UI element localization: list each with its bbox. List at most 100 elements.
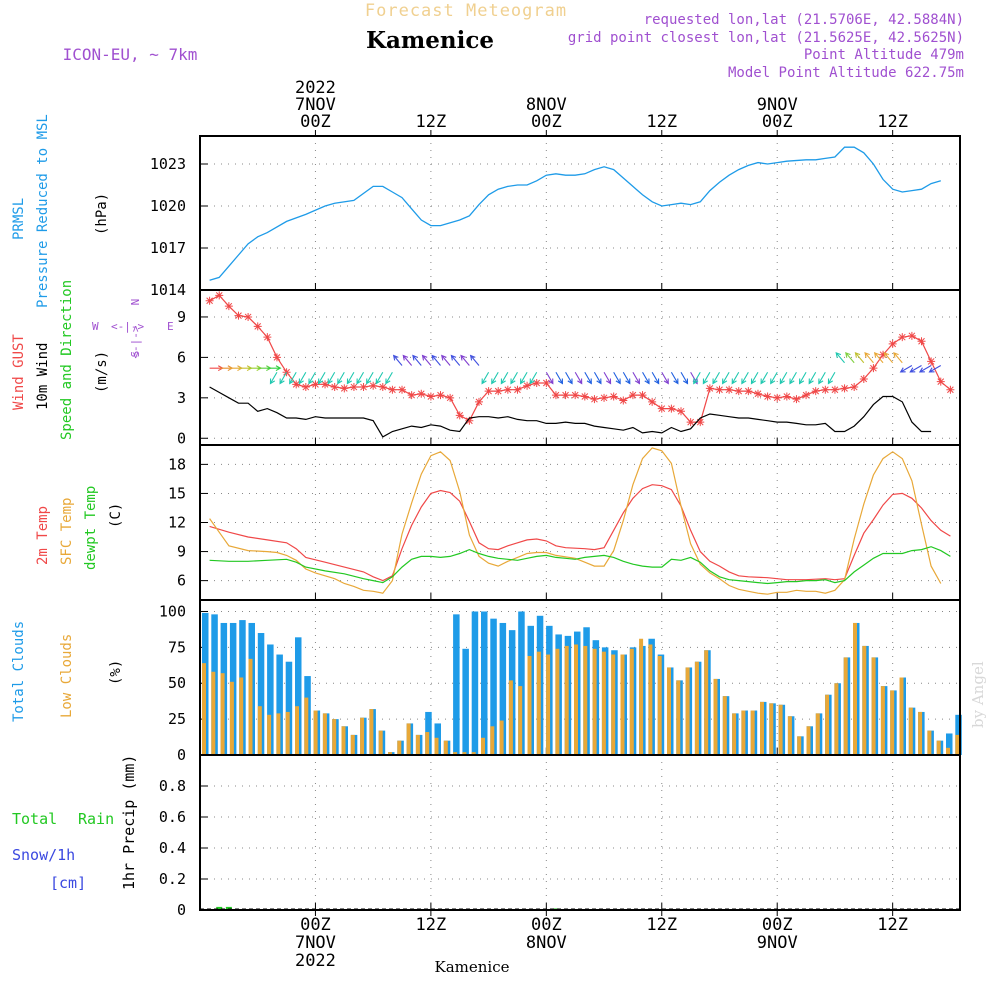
gust-point (484, 387, 493, 396)
wind-arrow (308, 371, 316, 385)
wind-arrow (760, 371, 769, 385)
wind-arrow (899, 365, 913, 373)
bar-low-clouds (927, 730, 932, 755)
wind-arrow (421, 354, 432, 366)
bar-total-clouds (285, 661, 293, 755)
bar-low-clouds (946, 747, 950, 755)
y-tick-label: 6 (177, 348, 186, 366)
bar-low-clouds (694, 661, 699, 755)
wind-unit: (m/s) (94, 351, 110, 393)
bar-total-clouds (499, 622, 507, 755)
gust-point (224, 302, 233, 311)
bar-low-clouds (722, 696, 727, 755)
y-tick-label: 0.2 (159, 870, 186, 888)
bottom-tick-date: 7NOV (295, 933, 336, 953)
gust-point (330, 383, 339, 392)
bar-low-clouds (388, 752, 392, 755)
bar-precip (216, 906, 223, 910)
gust-point (830, 385, 839, 394)
y-tick-label: 12 (168, 514, 186, 532)
wind-arrow (845, 351, 855, 364)
wind-arrow (712, 371, 720, 385)
gust-label: Wind GUST (11, 334, 27, 410)
wind-labels: Wind GUST 10m Wind Speed and Direction (… (11, 280, 110, 440)
bar-low-clouds (239, 677, 244, 755)
y-tick-label: 3 (177, 389, 186, 407)
bar-total-clouds (481, 611, 488, 755)
panel-4: 0 0.2 0.4 0.6 0.8 (159, 754, 961, 919)
cloud-unit: (%) (108, 660, 124, 685)
y-tick-label: 1020 (150, 197, 186, 215)
y-tick-label: 50 (168, 674, 186, 692)
bar-low-clouds (890, 690, 895, 755)
wind-arrow (835, 351, 845, 364)
bar-low-clouds (378, 730, 383, 755)
bar-low-clouds (936, 740, 941, 755)
bar-low-clouds (648, 644, 653, 755)
bar-low-clouds (536, 651, 541, 755)
wind-arrow (670, 371, 679, 385)
pressure-unit: (hPa) (94, 193, 110, 235)
wind-arrow (651, 371, 660, 385)
total-clouds-label: Total Clouds (11, 621, 27, 722)
gust-point (734, 387, 743, 396)
gust-point (936, 377, 945, 386)
gust-point (272, 353, 281, 362)
gust-point (782, 392, 791, 401)
bar-total-clouds (471, 611, 479, 755)
gust-point (340, 384, 349, 393)
bar-low-clouds (341, 726, 346, 755)
bar-low-clouds (555, 648, 560, 755)
wind-arrow (893, 351, 903, 364)
bar-low-clouds (397, 740, 402, 755)
wind-arrow (520, 371, 528, 385)
gust-point (773, 393, 782, 402)
bar-low-clouds (955, 734, 960, 755)
gust-point (686, 418, 695, 427)
gust-point (446, 393, 455, 402)
gust-point (811, 387, 820, 396)
wind-arrow (337, 371, 345, 385)
bar-low-clouds (508, 680, 513, 755)
gust-point (436, 391, 445, 400)
wind-arrow (529, 371, 538, 385)
top-tick-hour: 00Z (531, 112, 562, 132)
gust-point (715, 385, 724, 394)
bar-total-clouds (518, 611, 525, 755)
pressure-labels: PRMSL Pressure Reduced to MSL (hPa) (11, 114, 110, 308)
wind-arrow (375, 371, 384, 385)
top-tick-hour: 12Z (646, 112, 677, 132)
model-altitude: Model Point Altitude 622.75m (728, 65, 964, 81)
bar-low-clouds (285, 711, 290, 755)
bar-low-clouds (918, 711, 923, 755)
bar-low-clouds (825, 694, 830, 755)
gust-point (369, 381, 378, 390)
point-altitude: Point Altitude 479m (804, 47, 964, 63)
bar-low-clouds (527, 655, 532, 755)
gust-point (619, 396, 628, 405)
wind-arrow (431, 354, 441, 366)
station-title: Kamenice (366, 27, 494, 54)
wind-arrow (864, 351, 874, 364)
bar-low-clouds (462, 752, 467, 755)
y-tick-label: 1023 (150, 155, 186, 173)
panel-3: 0 25 50 75 100 (159, 599, 962, 764)
wind-arrow (441, 354, 451, 366)
bar-low-clouds (257, 706, 262, 755)
bar-total-clouds (257, 633, 265, 755)
gust-point (821, 385, 830, 394)
bar-total-clouds (946, 733, 953, 755)
bar-low-clouds (332, 719, 337, 755)
bar-low-clouds (778, 704, 783, 755)
bar-low-clouds (611, 654, 616, 755)
bar-low-clouds (862, 645, 867, 755)
series-temp-line-1 (209, 447, 942, 595)
precip-labels: Total Rain Snow/1h [cm] 1hr Precip (mm) (12, 755, 138, 892)
bar-low-clouds (295, 706, 299, 755)
series-temp-line-2 (209, 546, 951, 585)
gust-point (263, 333, 272, 342)
gust-point (898, 333, 907, 342)
gust-point (215, 291, 224, 300)
bar-low-clouds (499, 720, 504, 755)
wind-arrow (584, 371, 592, 385)
